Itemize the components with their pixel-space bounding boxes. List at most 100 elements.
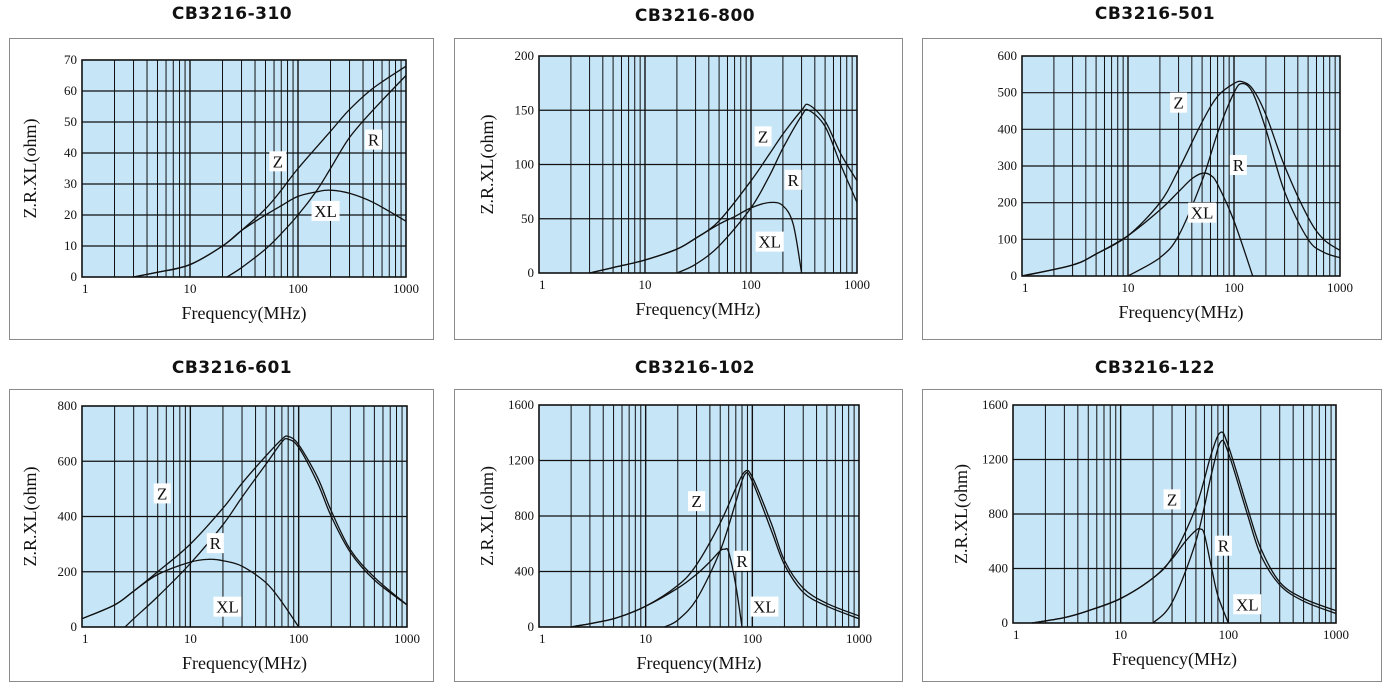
series-label-bg	[784, 169, 802, 190]
series-label-z: Z	[273, 152, 283, 171]
y-tick-label: 1200	[982, 452, 1008, 467]
chart-title: CB3216-102	[634, 358, 756, 378]
y-tick-label: 200	[58, 564, 78, 579]
series-line-xl	[1021, 172, 1254, 277]
y-tick-label: 400	[989, 561, 1009, 576]
series-label-r: R	[1233, 156, 1245, 175]
x-axis-label: Frequency(MHz)	[1119, 302, 1244, 323]
x-tick-label: 1	[539, 631, 546, 646]
y-tick-label: 500	[998, 85, 1018, 100]
series-label-bg	[213, 596, 242, 617]
x-axis-label: Frequency(MHz)	[182, 653, 307, 674]
plot-border	[81, 59, 407, 278]
series-label-xl: XL	[758, 233, 781, 252]
y-tick-label: 800	[58, 398, 78, 413]
y-tick-label: 100	[515, 157, 535, 172]
plot-border	[1012, 404, 1337, 624]
y-tick-label: 400	[998, 121, 1018, 136]
x-tick-label: 1	[1022, 280, 1029, 295]
series-label-bg	[153, 483, 171, 504]
x-tick-label: 1000	[844, 277, 870, 292]
series-label-bg	[750, 596, 779, 617]
y-tick-label: 20	[64, 207, 77, 222]
y-tick-label: 60	[64, 83, 77, 98]
plot-border	[538, 55, 858, 274]
series-label-xl: XL	[314, 202, 337, 221]
series-label-z: Z	[1167, 490, 1177, 509]
series-label-bg	[1229, 155, 1247, 175]
y-tick-label: 50	[64, 114, 77, 129]
series-label-bg	[733, 550, 751, 571]
series-label-bg	[364, 129, 382, 150]
chart-cb3216-310: 0 10 20 30 40 50 60 70 1 10 100 1000 Frequency(MHz) Z…	[20, 52, 419, 324]
series-label-xl: XL	[1236, 595, 1259, 614]
y-tick-label: 600	[998, 48, 1018, 63]
x-tick-label: 10	[639, 631, 652, 646]
series-label-bg	[688, 491, 706, 512]
y-tick-label: 1200	[508, 453, 534, 468]
series-label-z: Z	[691, 492, 701, 511]
series-label-r: R	[1218, 537, 1230, 556]
series-label-r: R	[736, 552, 748, 571]
y-tick-label: 200	[515, 48, 535, 63]
y-tick-label: 30	[64, 176, 77, 191]
series-line-r	[1152, 439, 1337, 624]
series-label-z: Z	[157, 484, 167, 503]
x-tick-label: 100	[1219, 627, 1239, 642]
series-label-xl: XL	[216, 598, 239, 617]
y-tick-label: 1600	[508, 397, 534, 412]
x-tick-label: 10	[184, 631, 197, 646]
y-tick-label: 800	[515, 508, 535, 523]
series-label-bg	[1214, 535, 1232, 556]
series-line-xl	[1031, 527, 1229, 624]
chart-title: CB3216-501	[1094, 4, 1216, 24]
y-tick-label: 40	[64, 145, 77, 160]
y-tick-label: 100	[998, 231, 1018, 246]
x-tick-label: 100	[743, 631, 763, 646]
x-tick-label: 1	[82, 281, 89, 296]
series-label-r: R	[368, 131, 380, 150]
chart-cb3216-800: 0 50 100 150 200 1 10 100 1000 Frequency(MHz) Z.R.…	[477, 48, 870, 320]
series-line-xl	[81, 558, 300, 628]
y-axis-label: Z.R.XL(ohm)	[20, 119, 41, 219]
y-tick-label: 150	[515, 102, 535, 117]
chart-title: CB3216-800	[634, 6, 756, 26]
series-line-r	[664, 471, 860, 628]
y-tick-label: 300	[998, 158, 1018, 173]
series-label-bg	[1233, 594, 1262, 615]
series-label-bg	[1170, 92, 1188, 113]
series-label-r: R	[210, 534, 222, 553]
y-tick-label: 0	[71, 269, 78, 284]
x-tick-label: 1000	[394, 631, 420, 646]
series-label-bg	[206, 533, 224, 554]
y-axis-label: Z.R.XL(ohm)	[477, 466, 498, 566]
y-axis-label: Z.R.XL(ohm)	[477, 115, 498, 215]
plot-area	[82, 60, 406, 277]
y-tick-label: 600	[58, 453, 78, 468]
series-label-bg	[1188, 202, 1217, 223]
chart-title: CB3216-310	[171, 4, 293, 24]
y-tick-label: 200	[998, 195, 1018, 210]
series-line-xl	[133, 189, 407, 278]
y-tick-label: 0	[1002, 615, 1009, 630]
y-tick-label: 10	[64, 238, 77, 253]
y-tick-label: 800	[989, 506, 1009, 521]
chart-cb3216-601: 0 200 400 600 800 1 10 100 1000 Frequency(MHz) Z.R…	[20, 398, 420, 674]
x-axis-label: Frequency(MHz)	[637, 653, 762, 674]
x-tick-label: 1	[1013, 627, 1020, 642]
y-tick-label: 1600	[982, 397, 1008, 412]
x-tick-label: 100	[288, 281, 308, 296]
x-tick-label: 1	[82, 631, 89, 646]
series-line-r	[1127, 82, 1341, 277]
series-label-z: Z	[758, 127, 768, 146]
series-label-r: R	[788, 171, 800, 190]
x-tick-label: 1000	[1327, 280, 1353, 295]
series-line-xl	[570, 547, 743, 628]
series-line-xl	[589, 201, 803, 274]
series-label-z: Z	[1173, 94, 1183, 113]
y-tick-label: 70	[64, 52, 77, 67]
series-line-r	[124, 437, 408, 628]
y-axis-label: Z.R.XL(ohm)	[20, 467, 41, 567]
x-tick-label: 100	[1224, 280, 1244, 295]
x-tick-label: 10	[1114, 627, 1127, 642]
